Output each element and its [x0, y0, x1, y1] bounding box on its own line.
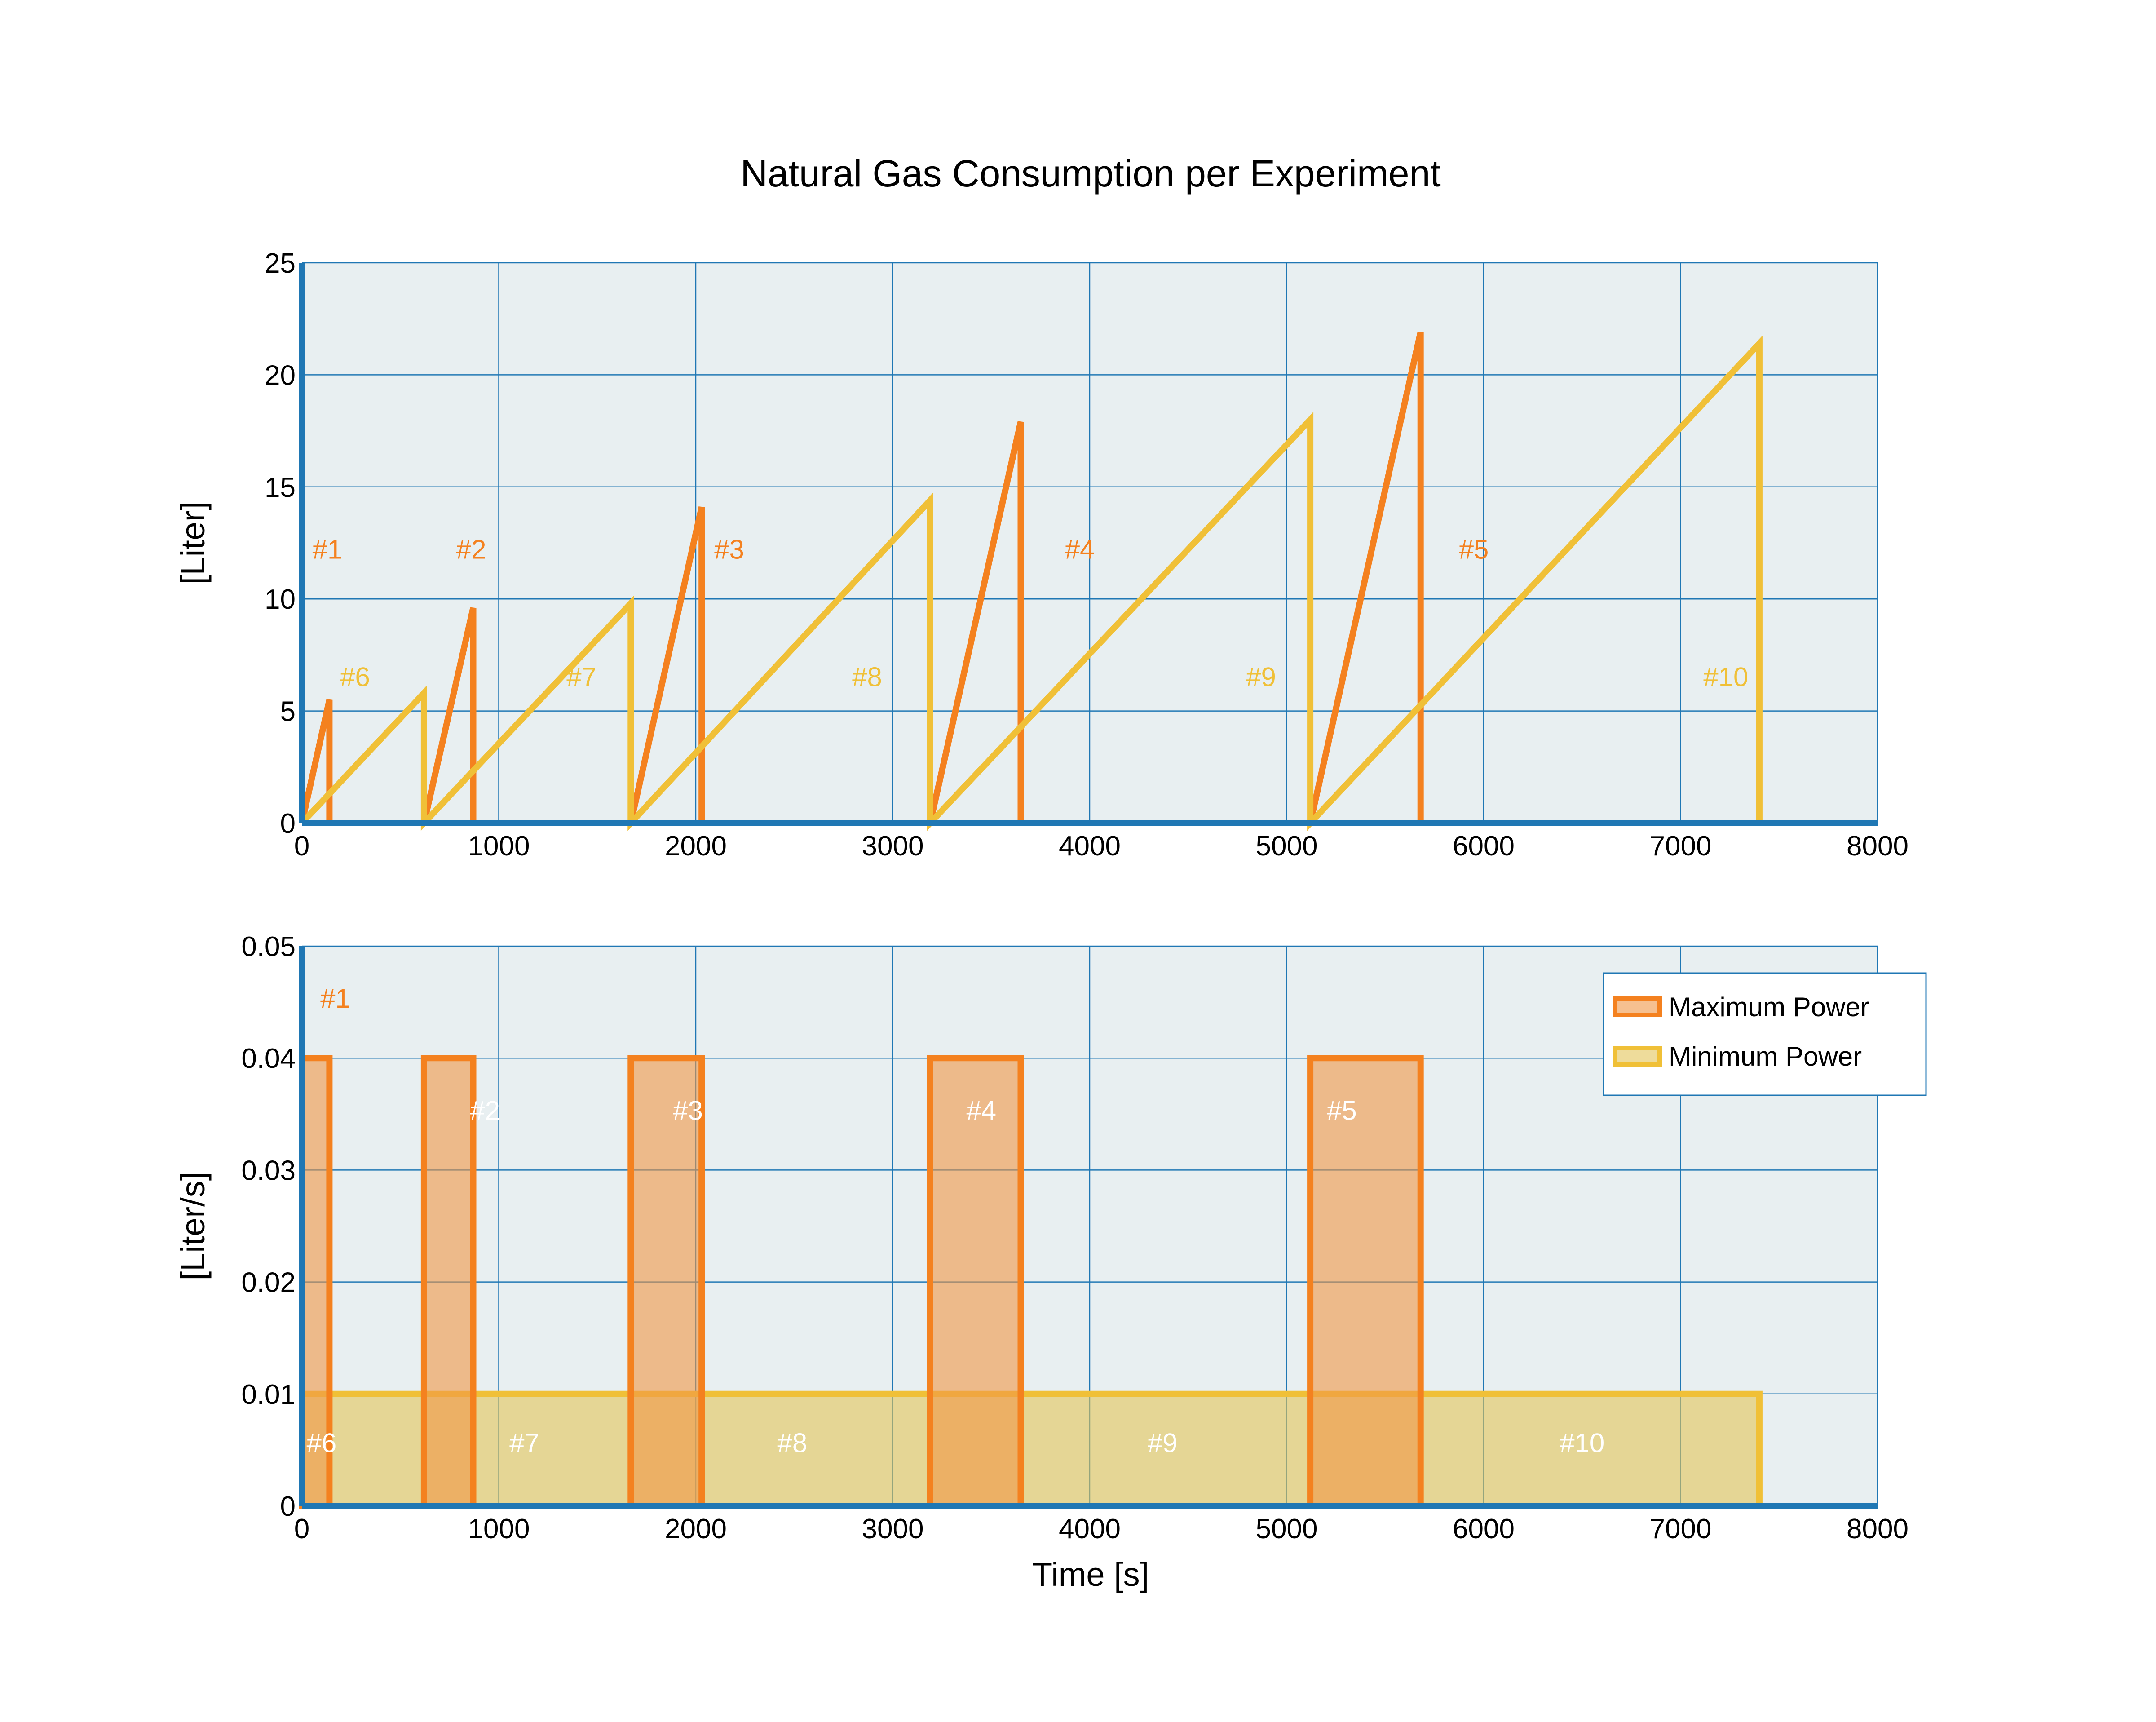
- x-tick-label: 7000: [1650, 1514, 1712, 1545]
- y-tick-label: 15: [265, 472, 296, 503]
- x-tick-label: 2000: [665, 831, 727, 862]
- experiment-annotation: #4: [1065, 534, 1095, 564]
- x-tick-label: 8000: [1847, 831, 1909, 862]
- x-tick-label: 0: [294, 1514, 309, 1545]
- x-tick-label: 5000: [1256, 1514, 1318, 1545]
- x-tick-label: 8000: [1847, 1514, 1909, 1545]
- y-tick-label: 0.02: [241, 1267, 296, 1298]
- legend-label[interactable]: Minimum Power: [1669, 1041, 1862, 1071]
- x-tick-label: 6000: [1453, 1514, 1515, 1545]
- y-tick-label: 0: [280, 1491, 296, 1522]
- x-tick-label: 1000: [468, 1514, 530, 1545]
- y-tick-label: 25: [265, 248, 296, 279]
- legend-box: [1603, 972, 1927, 1096]
- experiment-annotation: #2: [470, 1095, 500, 1125]
- experiment-annotation: #5: [1327, 1095, 1357, 1125]
- experiment-annotation: #4: [966, 1095, 996, 1125]
- experiment-annotation: #9: [1246, 662, 1276, 692]
- experiment-annotation: #10: [1560, 1428, 1604, 1458]
- experiment-annotation: #7: [566, 662, 596, 692]
- experiment-annotation: #1: [313, 534, 343, 564]
- legend-swatch: [1613, 1046, 1662, 1067]
- x-tick-label: 3000: [862, 831, 924, 862]
- x-tick-label: 6000: [1453, 831, 1515, 862]
- x-tick-label: 2000: [665, 1514, 727, 1545]
- y-tick-label: 0.04: [241, 1043, 296, 1074]
- y-tick-label: 20: [265, 360, 296, 391]
- x-tick-label: 5000: [1256, 831, 1318, 862]
- x-tick-label: 4000: [1059, 1514, 1121, 1545]
- experiment-annotation: #6: [340, 662, 370, 692]
- x-tick-label: 7000: [1650, 831, 1712, 862]
- consumption-panel: 0 1000 2000 3000 4000 5000 6000 7000 8000 0 5 10 15 2…: [174, 248, 1909, 862]
- y-tick-label: 5: [280, 696, 296, 727]
- experiment-annotation: #7: [509, 1428, 539, 1458]
- experiment-annotation: #1: [320, 983, 350, 1014]
- y-tick-label: 10: [265, 584, 296, 615]
- legend-label[interactable]: Maximum Power: [1669, 992, 1869, 1022]
- y-axis-label: [Liter/s]: [174, 1172, 212, 1281]
- experiment-annotation: #6: [306, 1428, 336, 1458]
- experiment-annotation: #8: [777, 1428, 807, 1458]
- experiment-annotation: #8: [852, 662, 882, 692]
- y-tick-label: 0.01: [241, 1379, 296, 1410]
- experiment-annotation: #3: [714, 534, 744, 564]
- y-tick-label: 0.05: [241, 931, 296, 962]
- x-tick-label: 3000: [862, 1514, 924, 1545]
- legend-swatch: [1613, 996, 1662, 1017]
- x-tick-label: 0: [294, 831, 309, 862]
- x-axis-label: Time [s]: [1032, 1556, 1149, 1593]
- experiment-annotation: #5: [1459, 534, 1489, 564]
- x-tick-label: 1000: [468, 831, 530, 862]
- experiment-annotation: #10: [1703, 662, 1748, 692]
- y-tick-label: 0: [280, 808, 296, 839]
- chart-title: Natural Gas Consumption per Experiment: [740, 152, 1440, 195]
- flow-rate-panel: 0 1000 2000 3000 4000 5000 6000 7000 8000 0 0.01 0.…: [174, 931, 1909, 1545]
- experiment-annotation: #2: [456, 534, 486, 564]
- legend[interactable]: Maximum Power Minimum Power: [1603, 972, 1927, 1096]
- experiment-annotation: #3: [673, 1095, 703, 1125]
- y-tick-label: 0.03: [241, 1155, 296, 1186]
- series-line-minimum-power: [299, 335, 1763, 831]
- y-axis-label: [Liter]: [174, 501, 212, 584]
- x-tick-label: 4000: [1059, 831, 1121, 862]
- experiment-annotation: #9: [1148, 1428, 1178, 1458]
